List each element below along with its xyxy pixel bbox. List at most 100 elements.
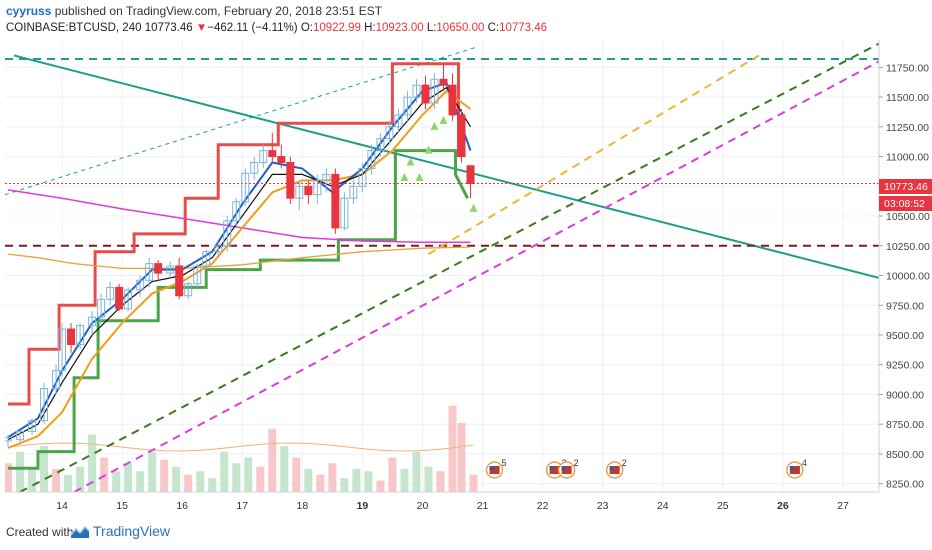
candle-down xyxy=(175,265,184,297)
slow-moving-average xyxy=(7,246,471,270)
volume-bar xyxy=(124,463,133,492)
down-arrow-icon: ▼ xyxy=(195,22,208,34)
candle-down xyxy=(421,84,430,104)
y-tick-label: 10500.00 xyxy=(886,211,930,223)
volume-bar xyxy=(148,451,157,492)
tradingview-logo-icon xyxy=(70,525,90,538)
candle-up xyxy=(322,173,331,181)
flag-stripes xyxy=(561,466,572,474)
volume-bar xyxy=(400,469,409,492)
x-tick-label: 20 xyxy=(417,500,429,512)
volume-bar xyxy=(232,463,241,492)
candle-up xyxy=(97,298,106,318)
plot-area[interactable] xyxy=(5,40,879,492)
volume-bar xyxy=(316,474,325,492)
buy-signal-marker xyxy=(469,203,478,212)
price-tag-value: 10773.46 xyxy=(884,181,928,193)
symbol-label[interactable]: COINBASE:BTCUSD, 240 xyxy=(6,22,142,34)
volume-bar xyxy=(388,457,397,492)
candle-up xyxy=(136,279,145,291)
candles[interactable] xyxy=(5,63,475,447)
candle-up xyxy=(76,324,85,346)
volume-bar xyxy=(244,457,253,492)
volume-bar xyxy=(52,469,61,492)
volume-bar xyxy=(76,466,85,492)
buy-signal-marker xyxy=(415,172,424,181)
candle-up xyxy=(259,150,268,164)
candle-up xyxy=(16,430,25,441)
candle-up xyxy=(241,172,250,203)
open-value: 10922.99 xyxy=(312,22,361,34)
candle-up xyxy=(40,388,49,422)
candle-down xyxy=(331,173,340,229)
candle-down xyxy=(448,84,457,116)
volume-bar xyxy=(352,469,361,492)
candle-up xyxy=(223,220,232,247)
candle-up xyxy=(250,162,259,174)
volume-bar xyxy=(280,446,289,492)
event-count: 2 xyxy=(574,458,579,468)
volume-bar xyxy=(208,478,217,492)
candle-down xyxy=(304,185,313,196)
candle-down xyxy=(67,328,76,346)
candle-up xyxy=(28,420,37,432)
candle-up xyxy=(52,370,61,390)
candle-up xyxy=(394,114,403,128)
low-label: L: xyxy=(426,22,437,34)
author-name[interactable]: cyyruss xyxy=(6,4,52,18)
volume-bar xyxy=(28,469,37,492)
flag-stripes xyxy=(489,466,500,474)
volume-bar xyxy=(40,446,49,492)
last-price: 10773.46 xyxy=(144,22,193,34)
x-tick-label: 18 xyxy=(296,500,308,512)
tradingview-brand[interactable]: TradingView xyxy=(93,523,171,539)
x-tick-label: 25 xyxy=(717,500,729,512)
candle-up xyxy=(430,78,439,104)
volume-bar xyxy=(328,463,337,492)
candle-up xyxy=(340,197,349,229)
trendlines[interactable] xyxy=(5,42,879,492)
candle-down xyxy=(457,114,466,158)
event-count: 4 xyxy=(802,458,807,468)
candle-up xyxy=(376,138,385,152)
high-label: H: xyxy=(364,22,376,34)
price-axis[interactable]: 11750.0011500.0011250.0011000.0010750.00… xyxy=(879,62,930,491)
flag-canton xyxy=(489,466,494,470)
event-flags[interactable]: 52224 xyxy=(485,458,807,479)
candle-up xyxy=(385,126,394,140)
volume-bar xyxy=(469,474,478,492)
time-axis[interactable]: 14 15 16 17 18 19 20 21 22 23 24 25 26 27 xyxy=(56,500,849,512)
buy-signal-marker xyxy=(439,115,448,124)
candle-up xyxy=(193,265,202,285)
candle-up xyxy=(202,251,211,267)
magenta-dashed-trendline xyxy=(73,60,879,492)
flag-stripes xyxy=(789,466,800,474)
y-tick-label: 8750.00 xyxy=(886,419,924,431)
candle-up xyxy=(295,185,304,199)
x-tick-label: 16 xyxy=(176,500,188,512)
close-label: C: xyxy=(487,22,500,34)
lower-channel-line xyxy=(8,149,469,470)
candle-down xyxy=(286,162,295,199)
flag-canton xyxy=(561,466,566,470)
flag-canton xyxy=(609,466,614,470)
volume-bar xyxy=(112,471,121,492)
candle-up xyxy=(58,328,67,372)
x-tick-label: 21 xyxy=(477,500,489,512)
candle-down xyxy=(268,150,277,158)
publish-info: cyyruss published on TradingView.com, Fe… xyxy=(6,4,382,18)
volume-bar xyxy=(457,423,466,492)
volume-bar xyxy=(160,459,169,492)
signal-markers xyxy=(400,115,478,212)
x-tick-label: 24 xyxy=(657,500,669,512)
price-chart[interactable]: 52224 11750.0011500.0011250.0011000.0010… xyxy=(0,0,932,517)
y-tick-label: 10250.00 xyxy=(886,241,930,253)
countdown-box xyxy=(879,196,932,211)
candle-down xyxy=(154,263,163,274)
low-value: 10650.00 xyxy=(436,22,485,34)
flag-stripes xyxy=(549,466,560,474)
volume-bar xyxy=(292,457,301,492)
y-tick-label: 11750.00 xyxy=(886,62,929,74)
flag-canton xyxy=(789,466,794,470)
candle-down xyxy=(115,286,124,310)
